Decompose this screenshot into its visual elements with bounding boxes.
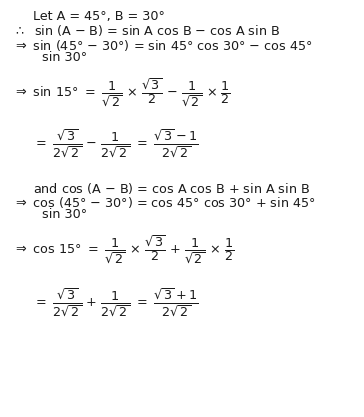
Text: $\Rightarrow$ sin (45° $-$ 30°) = sin 45° cos 30° $-$ cos 45°: $\Rightarrow$ sin (45° $-$ 30°) = sin 45… <box>13 38 312 53</box>
Text: $\Rightarrow$ cos (45° $-$ 30°) = cos 45° cos 30° + sin 45°: $\Rightarrow$ cos (45° $-$ 30°) = cos 45… <box>13 195 315 210</box>
Text: $\therefore$  sin (A $-$ B) = sin A cos B $-$ cos A sin B: $\therefore$ sin (A $-$ B) = sin A cos B… <box>13 23 280 38</box>
Text: $\Rightarrow$ cos 15° $=$ $\dfrac{1}{\sqrt{2}}$ $\times$ $\dfrac{\sqrt{3}}{2}$ $: $\Rightarrow$ cos 15° $=$ $\dfrac{1}{\sq… <box>13 234 234 266</box>
Text: $=$ $\dfrac{\sqrt{3}}{2\sqrt{2}}$ $-$ $\dfrac{1}{2\sqrt{2}}$ $=$ $\dfrac{\sqrt{3: $=$ $\dfrac{\sqrt{3}}{2\sqrt{2}}$ $-$ $\… <box>33 127 198 159</box>
Text: and cos (A $-$ B) = cos A cos B + sin A sin B: and cos (A $-$ B) = cos A cos B + sin A … <box>33 181 310 196</box>
Text: Let A = 45°, B = 30°: Let A = 45°, B = 30° <box>33 10 165 23</box>
Text: sin 30°: sin 30° <box>42 208 87 221</box>
Text: $=$ $\dfrac{\sqrt{3}}{2\sqrt{2}}$ $+$ $\dfrac{1}{2\sqrt{2}}$ $=$ $\dfrac{\sqrt{3: $=$ $\dfrac{\sqrt{3}}{2\sqrt{2}}$ $+$ $\… <box>33 286 198 318</box>
Text: $\Rightarrow$ sin 15° $=$ $\dfrac{1}{\sqrt{2}}$ $\times$ $\dfrac{\sqrt{3}}{2}$ $: $\Rightarrow$ sin 15° $=$ $\dfrac{1}{\sq… <box>13 76 231 108</box>
Text: sin 30°: sin 30° <box>42 51 87 64</box>
